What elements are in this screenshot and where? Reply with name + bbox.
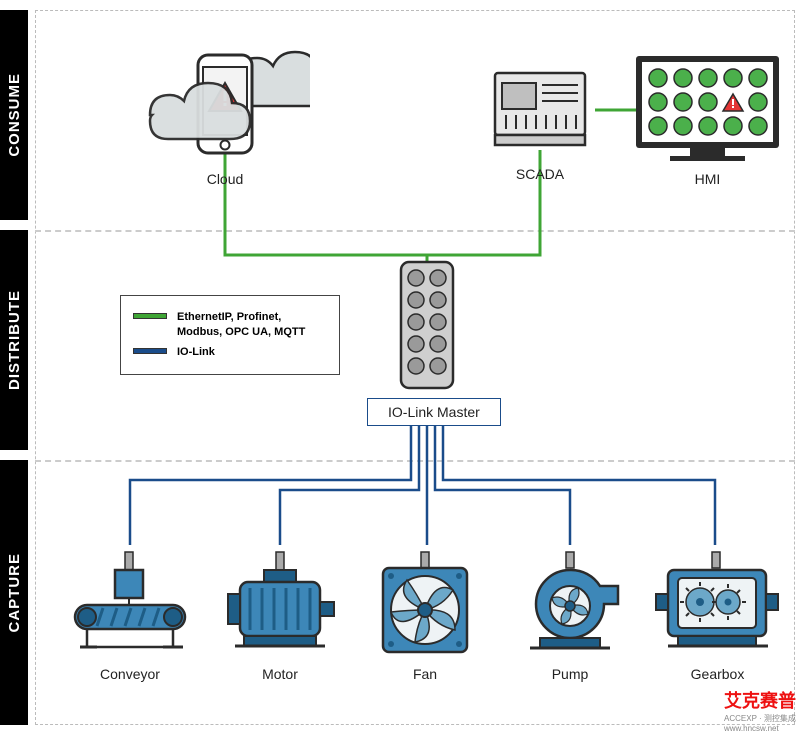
legend-row-iolink: IO-Link [133,345,327,360]
section-consume-label: CONSUME [6,73,23,157]
pump-icon [510,550,630,660]
motor-icon [220,550,340,660]
cloud-label: Cloud [140,171,310,187]
node-conveyor: Conveyor [65,550,195,682]
section-capture: CAPTURE [0,460,28,725]
gearbox-icon [650,550,785,660]
watermark-url: www.hncsw.net [724,724,796,733]
pump-label: Pump [510,666,630,682]
section-distribute: DISTRIBUTE [0,230,28,450]
scada-icon [480,65,600,160]
cloud-icon [140,45,310,165]
section-distribute-label: DISTRIBUTE [6,290,23,390]
node-motor: Motor [220,550,340,682]
motor-label: Motor [220,666,340,682]
node-pump: Pump [510,550,630,682]
fan-icon [365,550,485,660]
watermark-sub: ACCEXP · 测控集成 [724,713,796,724]
conveyor-icon [65,550,195,660]
iolink-master-icon [397,260,457,390]
node-iolink-master [397,260,457,390]
node-cloud: Cloud [140,45,310,187]
node-hmi: HMI [630,50,785,187]
fan-label: Fan [365,666,485,682]
legend-text-iolink: IO-Link [177,345,215,360]
legend-text-ethernet: EthernetIP, Profinet, Modbus, OPC UA, MQ… [177,310,327,341]
scada-label: SCADA [480,166,600,182]
section-capture-label: CAPTURE [6,553,23,633]
gearbox-label: Gearbox [650,666,785,682]
watermark-logo: 艾克赛普 ACCEXP · 测控集成 www.hncsw.net [724,687,796,733]
hmi-label: HMI [630,171,785,187]
watermark-brand: 艾克赛普 [724,691,796,711]
conveyor-label: Conveyor [65,666,195,682]
iolink-master-label: IO-Link Master [388,404,480,420]
legend-row-ethernet: EthernetIP, Profinet, Modbus, OPC UA, MQ… [133,310,327,341]
section-consume: CONSUME [0,10,28,220]
node-gearbox: Gearbox [650,550,785,682]
hmi-icon [630,50,785,165]
diagram-stage: Cloud SCADA [35,10,795,725]
node-scada: SCADA [480,65,600,182]
protocol-legend: EthernetIP, Profinet, Modbus, OPC UA, MQ… [120,295,340,375]
legend-swatch-ethernet [133,313,167,319]
legend-swatch-iolink [133,348,167,354]
iolink-master-label-box: IO-Link Master [367,398,501,426]
node-fan: Fan [365,550,485,682]
